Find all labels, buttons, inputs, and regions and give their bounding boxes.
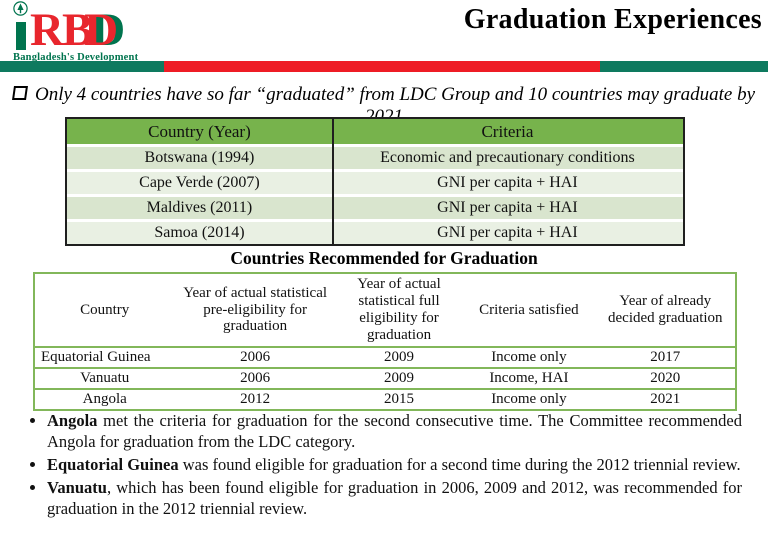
- table2-cell-criteria: Income only: [462, 388, 596, 411]
- table-row: Angola 2012 2015 Income only 2021: [32, 388, 738, 411]
- table2-cell-criteria: Income, HAI: [462, 367, 596, 390]
- logo-tagline: Bangladesh's Development: [13, 52, 139, 63]
- table-row: Vanuatu 2006 2009 Income, HAI 2020: [32, 367, 738, 390]
- table2-cell-decided: 2017: [595, 346, 738, 369]
- logo-letter-i: [13, 1, 28, 50]
- note-text: was found eligible for graduation for a …: [178, 454, 741, 474]
- table2-cell-full: 2009: [335, 367, 463, 390]
- note-lead: Vanuatu: [47, 477, 107, 497]
- table2-header-full-eligibility: Year of actual statistical full eligibil…: [335, 272, 463, 348]
- list-item: Angola met the criteria for graduation f…: [47, 411, 742, 453]
- table2-cell-criteria: Income only: [462, 346, 596, 369]
- graduated-countries-table: Country (Year) Criteria Botswana (1994) …: [65, 117, 685, 246]
- recommended-table-title: Countries Recommended for Graduation: [230, 248, 538, 268]
- table-row: Maldives (2011) GNI per capita + HAI: [67, 197, 683, 219]
- table1-cell-criteria: GNI per capita + HAI: [437, 199, 578, 216]
- table1-cell-criteria: GNI per capita + HAI: [437, 224, 578, 241]
- table1-cell-country: Cape Verde (2007): [139, 174, 260, 191]
- slide-header: RBD D Bangladesh's Development Graduation…: [0, 0, 768, 63]
- note-text: met the criteria for graduation for the …: [47, 411, 742, 451]
- table2-cell-pre: 2012: [174, 388, 336, 411]
- table1-cell-criteria: Economic and precautionary conditions: [380, 149, 635, 166]
- table1-column-divider: [331, 119, 334, 244]
- table2-header-country: Country: [32, 272, 175, 348]
- logo-i-stem: [15, 22, 26, 50]
- list-item: Vanuatu, which has been found eligible f…: [47, 478, 742, 520]
- table-row: Botswana (1994) Economic and precautiona…: [67, 147, 683, 169]
- table2-cell-pre: 2006: [174, 367, 336, 390]
- table-row: Equatorial Guinea 2006 2009 Income only …: [32, 346, 738, 369]
- notes-section: Angola met the criteria for graduation f…: [28, 411, 742, 522]
- bar-segment-green-right: [600, 61, 768, 72]
- tree-icon: [13, 1, 28, 21]
- square-bullet-icon: [11, 86, 28, 100]
- table2-cell-country: Equatorial Guinea: [32, 346, 175, 369]
- table1-cell-country: Botswana (1994): [144, 149, 255, 166]
- note-text: , which has been found eligible for grad…: [47, 477, 742, 518]
- table-row: Samoa (2014) GNI per capita + HAI: [67, 222, 683, 244]
- list-item: Equatorial Guinea was found eligible for…: [47, 455, 742, 476]
- table2-cell-country: Angola: [32, 388, 175, 411]
- logo-letters: RBD D: [30, 4, 125, 57]
- irbd-logo: RBD D Bangladesh's Development: [13, 1, 138, 63]
- table2-header-criteria: Criteria satisfied: [462, 272, 596, 348]
- tricolor-divider-bar: [0, 61, 768, 72]
- table2-cell-decided: 2021: [595, 388, 738, 411]
- table2-cell-full: 2015: [335, 388, 463, 411]
- table2-cell-decided: 2020: [595, 367, 738, 390]
- table2-cell-full: 2009: [335, 346, 463, 369]
- bar-segment-red: [164, 61, 600, 72]
- recommended-countries-table: Country Year of actual statistical pre-e…: [32, 272, 738, 411]
- table1-header-criteria: Criteria: [481, 121, 534, 141]
- table2-header-pre-eligibility: Year of actual statistical pre-eligibili…: [174, 272, 336, 348]
- table2-cell-pre: 2006: [174, 346, 336, 369]
- table2-cell-country: Vanuatu: [32, 367, 175, 390]
- note-lead: Equatorial Guinea: [47, 454, 179, 474]
- table2-header-decided-year: Year of already decided graduation: [595, 272, 738, 348]
- table2-header-row: Country Year of actual statistical pre-e…: [32, 272, 738, 348]
- page-title: Graduation Experiences: [463, 4, 762, 35]
- table1-cell-country: Maldives (2011): [146, 199, 253, 216]
- table1-cell-criteria: GNI per capita + HAI: [437, 174, 578, 191]
- logo-rb: RB: [30, 4, 93, 57]
- table1-cell-country: Samoa (2014): [154, 224, 245, 241]
- note-lead: Angola: [47, 411, 98, 430]
- table1-header-row: Country (Year) Criteria: [67, 119, 683, 144]
- bar-segment-green-left: [0, 61, 164, 72]
- table-row: Cape Verde (2007) GNI per capita + HAI: [67, 172, 683, 194]
- table1-header-country: Country (Year): [148, 121, 251, 141]
